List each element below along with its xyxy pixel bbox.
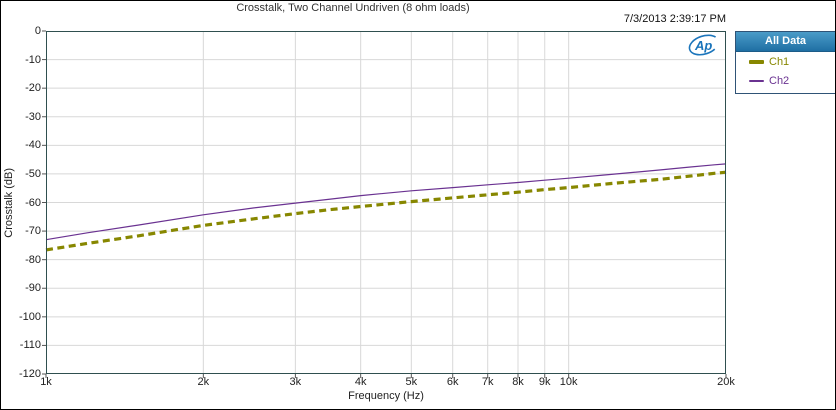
legend-item-ch1[interactable]: Ch1: [736, 52, 835, 71]
x-tick-labels: 1k 2k 3k 4k 5k 6k 7k 8k 9k 10k 20k: [40, 376, 735, 390]
x-tick-label: 7k: [481, 376, 494, 388]
x-tick-label: 3k: [289, 376, 302, 388]
legend-header: All Data: [736, 32, 835, 52]
plot-svg: [42, 30, 727, 378]
timestamp: 7/3/2013 2:39:17 PM: [623, 13, 726, 25]
y-tick-label: -20: [25, 82, 41, 95]
y-tick-label: -110: [19, 339, 41, 352]
ch2-line-marker: [749, 79, 764, 82]
x-tick-label: 6k: [446, 376, 459, 388]
x-tick-label: 4k: [354, 376, 367, 388]
y-tick-label: -90: [25, 282, 41, 295]
y-tick-label: 0: [34, 25, 41, 37]
y-tick-label: -50: [25, 167, 41, 180]
y-tick-label: -10: [25, 53, 41, 66]
y-tick-label: -30: [25, 110, 41, 123]
x-tick-label: 9k: [538, 376, 551, 388]
y-tick-labels: 0 -10 -20 -30 -40 -50 -60 -70 -80 -90 -100 -110 -120: [1, 25, 41, 380]
y-tick-label: -80: [25, 253, 41, 266]
x-tick-label: 10k: [559, 376, 578, 388]
y-tick-label: -60: [25, 196, 41, 209]
chart-title: Crosstalk, Two Channel Undriven (8 ohm l…: [236, 2, 470, 14]
legend-panel: All Data Ch1 Ch2: [735, 31, 835, 94]
x-tick-label: 8k: [512, 376, 524, 388]
ch1-legend-label: Ch1: [769, 55, 790, 68]
ch1-line-marker: [749, 59, 764, 64]
ap-logo-text: Ap: [694, 38, 712, 53]
x-tick-label: 2k: [197, 376, 210, 388]
y-tick-label: -120: [18, 368, 41, 380]
y-tick-label: -40: [25, 139, 41, 152]
y-tick-label: -70: [25, 225, 41, 238]
x-tick-label: 1k: [40, 376, 52, 388]
ch2-legend-label: Ch2: [769, 74, 790, 87]
x-axis-title: Frequency (Hz): [348, 390, 424, 402]
ap-logo-icon: Ap: [685, 33, 723, 57]
x-tick-label: 20k: [717, 376, 735, 388]
legend-item-ch2[interactable]: Ch2: [736, 71, 835, 90]
x-tick-label: 5k: [405, 376, 418, 388]
y-tick-label: -100: [18, 310, 41, 323]
